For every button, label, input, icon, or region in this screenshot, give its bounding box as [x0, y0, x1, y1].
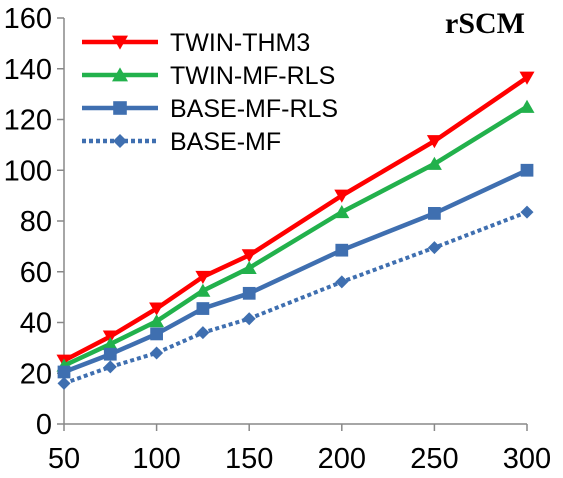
data-point-triangle-up [334, 204, 350, 219]
y-tick-label: 160 [4, 3, 52, 35]
y-tick-label: 20 [20, 358, 52, 390]
legend-item: TWIN-THM3 [82, 29, 310, 57]
y-tick-label: 60 [20, 257, 52, 289]
legend-item: TWIN-MF-RLS [82, 62, 335, 90]
data-point-diamond [242, 312, 256, 326]
data-point-square [150, 327, 163, 341]
data-point-square [335, 243, 349, 257]
y-tick-label: 40 [20, 308, 52, 340]
data-point-triangle-down [241, 249, 257, 263]
data-point-diamond [103, 360, 117, 374]
data-point-square [196, 302, 210, 315]
data-point-diamond [427, 241, 441, 255]
series-twin-mf-rls [56, 99, 535, 372]
x-tick-label: 250 [410, 443, 458, 475]
y-tick-label: 80 [20, 206, 52, 238]
data-point-square [242, 286, 256, 300]
x-tick-label: 50 [48, 443, 80, 475]
x-tick-label: 200 [318, 443, 366, 475]
data-point-triangle-up [195, 283, 211, 297]
chart-title: rSCM [445, 7, 525, 40]
data-point-triangle-up [112, 67, 128, 82]
series-line [63, 210, 528, 386]
x-tick-label: 100 [132, 443, 180, 475]
data-point-diamond [150, 346, 164, 360]
data-point-square [113, 101, 127, 115]
data-point-triangle-down [519, 71, 535, 85]
data-point-diamond [113, 134, 127, 148]
data-point-square [520, 163, 534, 177]
data-point-square [428, 207, 441, 220]
y-tick-label: 100 [4, 155, 52, 187]
x-tick-label: 300 [503, 443, 551, 475]
series-base-mf-rls [57, 163, 534, 379]
data-point-diamond [196, 326, 210, 340]
data-point-triangle-up [241, 260, 257, 274]
legend-label: TWIN-THM3 [170, 29, 310, 57]
data-point-triangle-up [519, 99, 535, 113]
data-point-square [103, 347, 117, 361]
y-tick-label: 0 [36, 409, 52, 441]
data-point-triangle-up [426, 156, 442, 170]
series-line [63, 168, 528, 375]
series-line [63, 104, 529, 368]
axes: 0 20 40 60 80 100 120 140 160 50 100 150 200 250 300 [4, 3, 552, 475]
data-point-square [57, 365, 71, 379]
legend-item: BASE-MF [82, 128, 281, 156]
legend-label: BASE-MF-RLS [170, 95, 338, 123]
data-point-triangle-up [102, 336, 118, 351]
data-point-diamond [57, 376, 71, 390]
legend-item: BASE-MF-RLS [82, 95, 338, 123]
data-point-triangle-up [149, 314, 165, 328]
y-tick-label: 140 [4, 54, 52, 86]
data-point-triangle-down [195, 270, 211, 284]
y-tick-label: 120 [4, 105, 52, 137]
series-base-mf [57, 205, 534, 390]
data-point-triangle-down [112, 35, 128, 50]
legend: TWIN-THM3 TWIN-MF-RLS BASE-MF-RLS BASE-MF [82, 29, 338, 156]
legend-label: TWIN-MF-RLS [170, 62, 335, 90]
legend-label: BASE-MF [170, 128, 281, 156]
data-point-diamond [335, 275, 349, 289]
x-tick-label: 150 [225, 443, 273, 475]
series-line [62, 75, 529, 363]
series-lines [56, 71, 535, 390]
data-point-triangle-down [334, 189, 350, 203]
data-point-diamond [520, 205, 534, 219]
data-point-triangle-down [149, 302, 165, 316]
data-point-triangle-down [426, 135, 442, 149]
